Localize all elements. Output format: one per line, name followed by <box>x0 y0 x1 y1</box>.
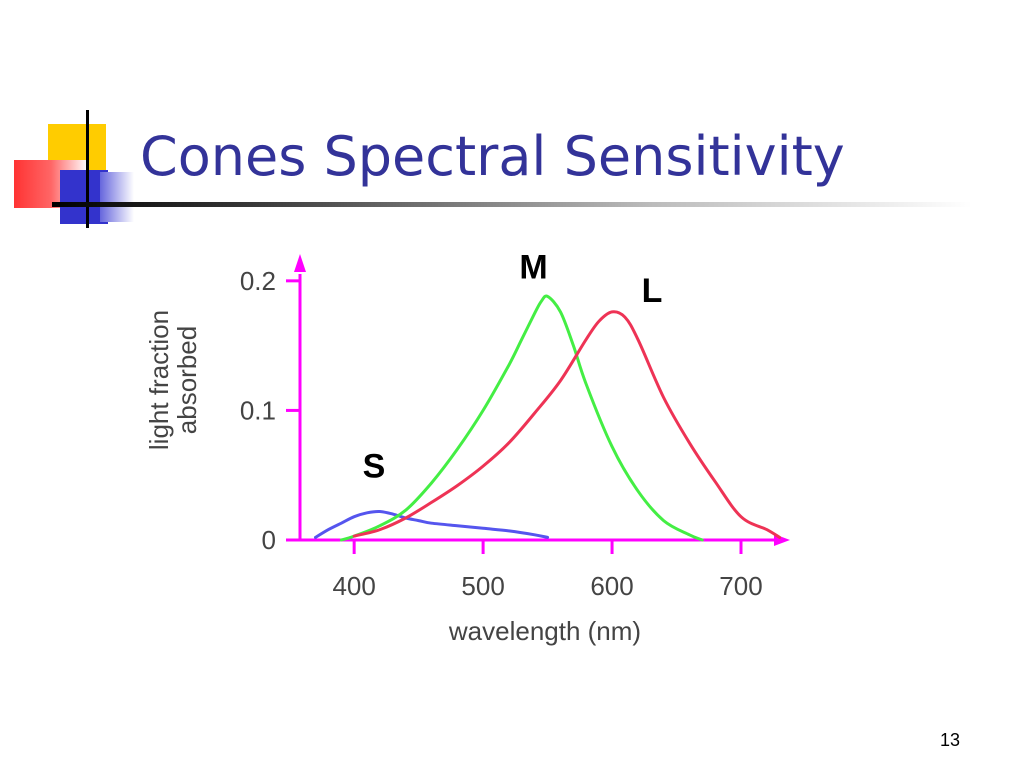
curve-label-s: S <box>363 447 386 485</box>
x-tick-label: 400 <box>332 571 375 601</box>
decor-blue-fade <box>100 172 134 222</box>
x-tick-label: 500 <box>461 571 504 601</box>
decor-vertical-line <box>86 110 89 228</box>
x-tick-label: 700 <box>719 571 762 601</box>
curve-label-m: M <box>519 248 547 286</box>
title-underline <box>52 202 972 207</box>
page-number: 13 <box>939 730 961 750</box>
y-tick-label: 0 <box>262 525 276 555</box>
x-tick-label: 600 <box>590 571 633 601</box>
curve-s <box>314 509 550 539</box>
y-axis-label: light fractionabsorbed <box>144 310 202 450</box>
y-tick-label: 0.1 <box>240 395 276 425</box>
curve-l <box>352 310 782 539</box>
curve-label-l: L <box>642 272 663 310</box>
y-axis-label-line: light fraction <box>144 310 174 450</box>
slide-title: Cones Spectral Sensitivity <box>140 125 845 188</box>
y-axis-arrow <box>294 254 306 272</box>
x-axis-label: wavelength (nm) <box>448 616 641 646</box>
y-tick-label: 0.2 <box>240 266 276 296</box>
curve-m <box>339 294 704 542</box>
y-axis-label-line: absorbed <box>172 326 202 434</box>
